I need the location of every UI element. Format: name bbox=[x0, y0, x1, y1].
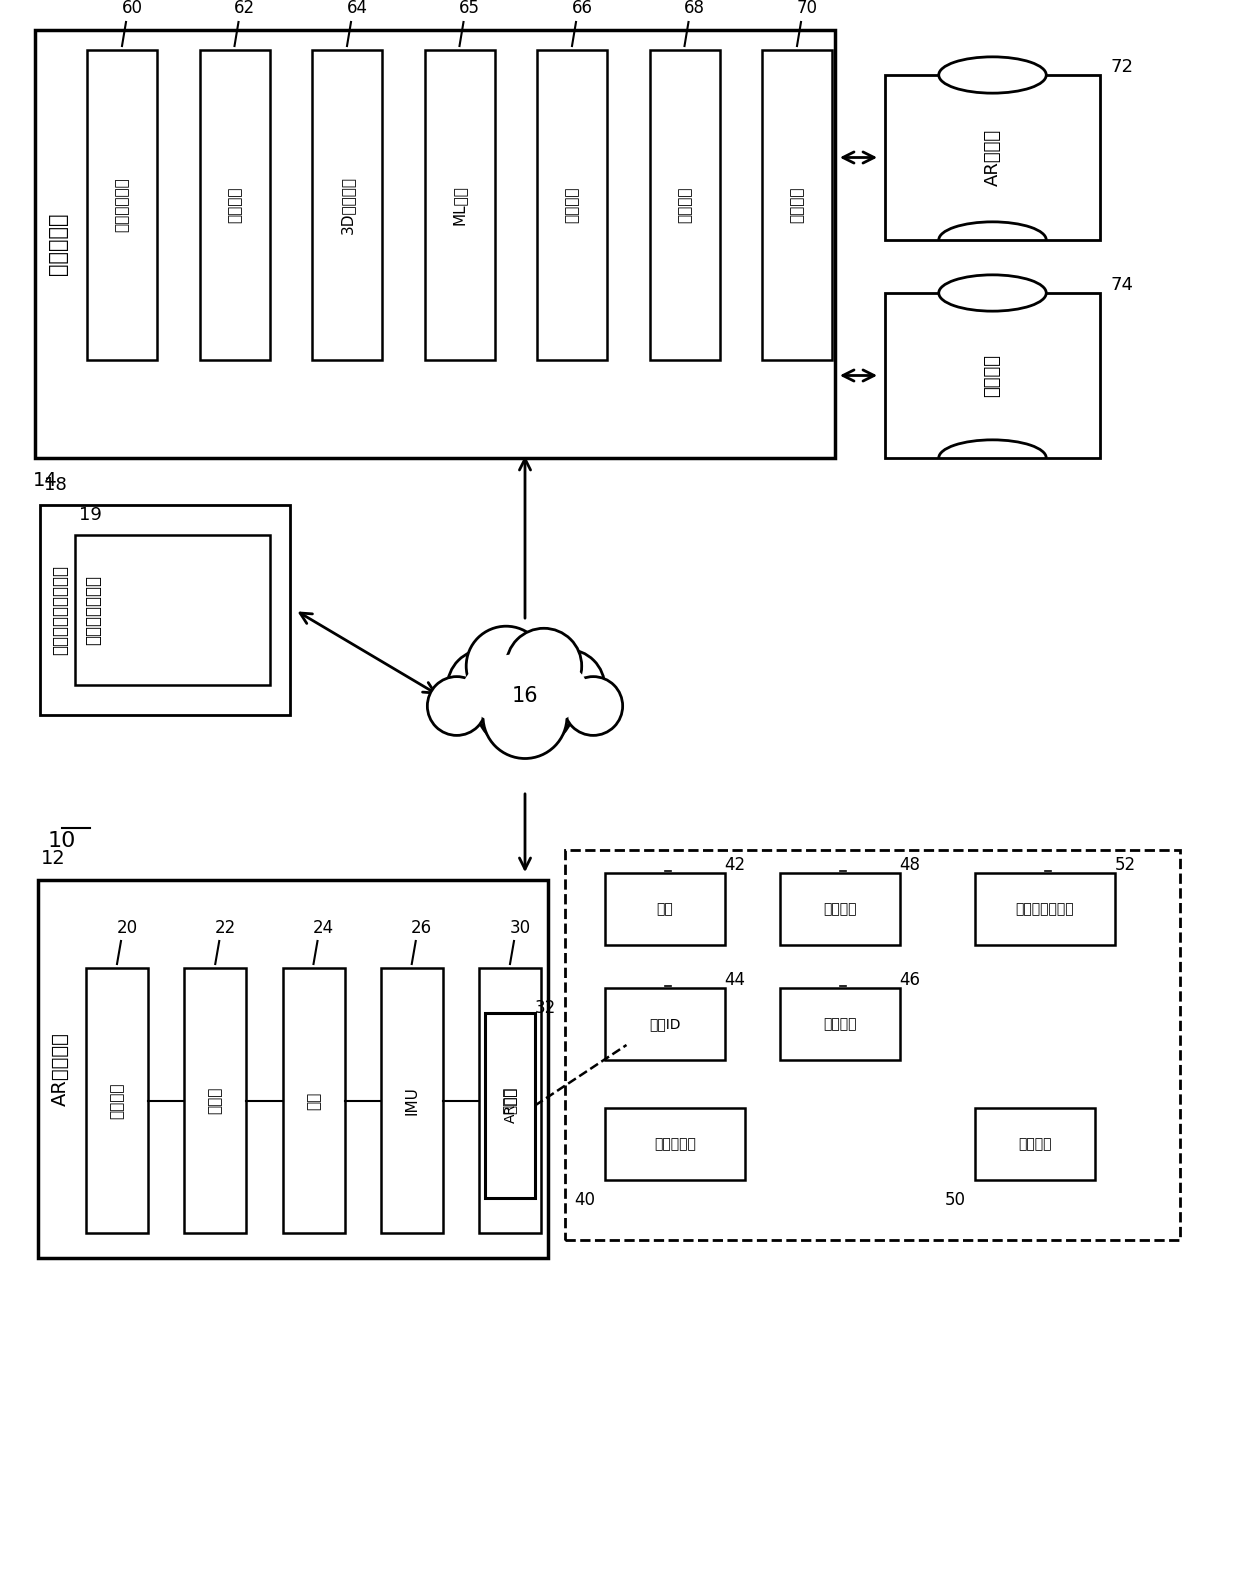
Text: 46: 46 bbox=[899, 970, 920, 990]
Text: 30: 30 bbox=[510, 919, 531, 937]
Circle shape bbox=[564, 677, 622, 736]
Text: 70: 70 bbox=[796, 0, 817, 18]
Text: 视觉增强: 视觉增强 bbox=[1018, 1136, 1052, 1151]
FancyBboxPatch shape bbox=[185, 969, 247, 1234]
Text: 节点创建: 节点创建 bbox=[823, 902, 857, 916]
Text: 66: 66 bbox=[572, 0, 593, 18]
FancyBboxPatch shape bbox=[86, 969, 148, 1234]
Text: 后端服务器: 后端服务器 bbox=[48, 212, 68, 275]
FancyBboxPatch shape bbox=[74, 535, 270, 685]
Text: 相机: 相机 bbox=[306, 1092, 321, 1109]
Text: 50: 50 bbox=[945, 1191, 966, 1210]
Text: 训练数据: 训练数据 bbox=[983, 354, 1002, 397]
Text: 警报生成: 警报生成 bbox=[677, 187, 692, 223]
FancyBboxPatch shape bbox=[605, 1108, 745, 1179]
Text: 62: 62 bbox=[234, 0, 255, 18]
FancyBboxPatch shape bbox=[565, 851, 1180, 1240]
Text: 网页服务接口: 网页服务接口 bbox=[114, 177, 129, 233]
Text: AR移动设备: AR移动设备 bbox=[51, 1033, 69, 1106]
Text: 26: 26 bbox=[412, 919, 433, 937]
FancyBboxPatch shape bbox=[605, 873, 725, 945]
Circle shape bbox=[484, 675, 567, 758]
Text: 48: 48 bbox=[899, 855, 920, 875]
Circle shape bbox=[529, 650, 605, 725]
Text: 注册: 注册 bbox=[657, 902, 673, 916]
FancyBboxPatch shape bbox=[35, 30, 835, 458]
FancyBboxPatch shape bbox=[780, 873, 900, 945]
Text: 用户监控: 用户监控 bbox=[790, 187, 805, 223]
Text: 16: 16 bbox=[512, 686, 538, 705]
Text: 10: 10 bbox=[48, 832, 76, 851]
Text: 基于位置的警报: 基于位置的警报 bbox=[1016, 902, 1074, 916]
Text: 44: 44 bbox=[724, 970, 745, 990]
FancyBboxPatch shape bbox=[885, 294, 1100, 458]
Text: 14: 14 bbox=[32, 471, 57, 490]
Text: 3D模型生成: 3D模型生成 bbox=[340, 176, 355, 235]
Text: 体验提供: 体验提供 bbox=[227, 187, 242, 223]
Text: 64: 64 bbox=[346, 0, 367, 18]
FancyBboxPatch shape bbox=[312, 49, 382, 361]
Text: 12: 12 bbox=[41, 849, 66, 868]
Text: ML模型: ML模型 bbox=[453, 185, 467, 225]
Text: 74: 74 bbox=[1111, 276, 1133, 294]
FancyBboxPatch shape bbox=[200, 49, 269, 361]
Text: 角色ID: 角色ID bbox=[650, 1017, 681, 1031]
FancyBboxPatch shape bbox=[975, 1108, 1095, 1179]
FancyBboxPatch shape bbox=[885, 75, 1100, 239]
Text: AR数据库: AR数据库 bbox=[983, 129, 1002, 187]
FancyBboxPatch shape bbox=[479, 969, 541, 1234]
FancyBboxPatch shape bbox=[650, 49, 719, 361]
Text: 显示器: 显示器 bbox=[208, 1087, 223, 1114]
FancyBboxPatch shape bbox=[975, 873, 1115, 945]
Ellipse shape bbox=[463, 653, 588, 728]
Text: 42: 42 bbox=[724, 855, 745, 875]
Text: 一个或多个应用: 一个或多个应用 bbox=[84, 575, 102, 645]
FancyBboxPatch shape bbox=[87, 49, 157, 361]
Text: 40: 40 bbox=[574, 1191, 595, 1210]
FancyBboxPatch shape bbox=[38, 879, 548, 1258]
Text: 32: 32 bbox=[534, 999, 556, 1017]
Text: 60: 60 bbox=[122, 0, 143, 18]
FancyBboxPatch shape bbox=[381, 969, 443, 1234]
FancyBboxPatch shape bbox=[780, 988, 900, 1060]
Text: 72: 72 bbox=[1111, 57, 1133, 77]
Text: 定位和方位: 定位和方位 bbox=[653, 1136, 696, 1151]
FancyBboxPatch shape bbox=[40, 504, 290, 715]
Text: 65: 65 bbox=[459, 0, 480, 18]
FancyBboxPatch shape bbox=[763, 49, 832, 361]
FancyBboxPatch shape bbox=[424, 49, 495, 361]
Text: 一个或多个其它服务: 一个或多个其它服务 bbox=[51, 565, 69, 654]
Ellipse shape bbox=[939, 57, 1047, 93]
FancyBboxPatch shape bbox=[283, 969, 345, 1234]
Text: 24: 24 bbox=[312, 919, 334, 937]
Circle shape bbox=[506, 629, 582, 704]
Text: IMU: IMU bbox=[404, 1085, 419, 1116]
Text: 20: 20 bbox=[117, 919, 138, 937]
Text: 节点体验: 节点体验 bbox=[823, 1017, 857, 1031]
Text: 18: 18 bbox=[43, 476, 67, 495]
Text: 存储器: 存储器 bbox=[502, 1087, 517, 1114]
Circle shape bbox=[475, 650, 575, 752]
Circle shape bbox=[466, 626, 546, 705]
Circle shape bbox=[448, 650, 523, 725]
Text: 68: 68 bbox=[684, 0, 706, 18]
Ellipse shape bbox=[939, 275, 1047, 311]
Text: 网络接口: 网络接口 bbox=[109, 1082, 124, 1119]
Circle shape bbox=[428, 677, 486, 736]
FancyBboxPatch shape bbox=[605, 988, 725, 1060]
FancyBboxPatch shape bbox=[537, 49, 608, 361]
Text: 52: 52 bbox=[1115, 855, 1136, 875]
Text: 22: 22 bbox=[215, 919, 236, 937]
Text: 19: 19 bbox=[78, 506, 102, 523]
Text: AR应用: AR应用 bbox=[503, 1087, 517, 1124]
Text: 视觉增强: 视觉增强 bbox=[564, 187, 579, 223]
FancyBboxPatch shape bbox=[485, 1013, 534, 1199]
